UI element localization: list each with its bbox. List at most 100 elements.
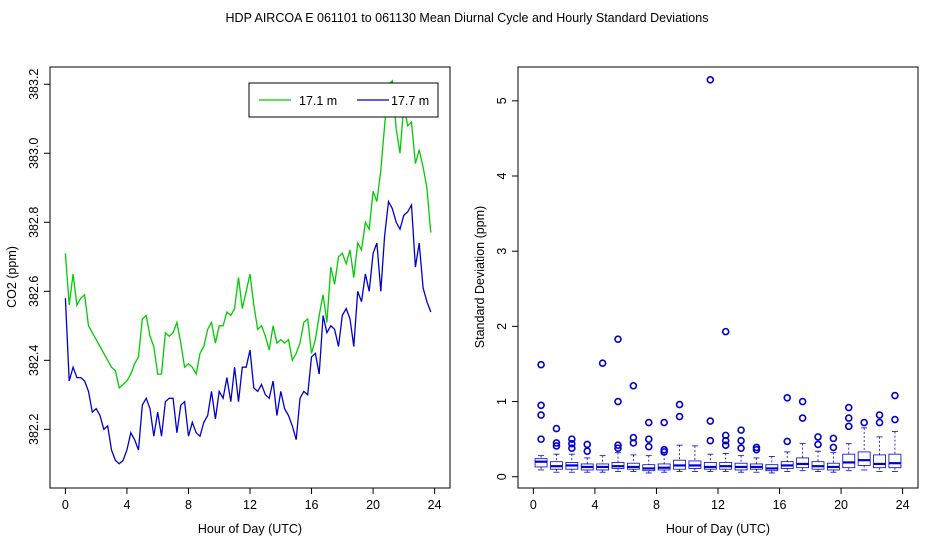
box-hour-3.5: [580, 440, 594, 473]
series-line-17-7-m: [64, 199, 432, 465]
box-hour-11.5: [703, 75, 717, 472]
outlier-point: [614, 335, 622, 343]
outlier-point: [783, 437, 792, 446]
box-hour-4.5: [596, 359, 610, 473]
box-hour-13.5: [734, 426, 748, 473]
box-hour-5.5: [611, 335, 625, 472]
legend-label-17-7m: 17.7 m: [391, 94, 429, 108]
series-line-17-1-m: [64, 79, 432, 390]
outlier-point: [891, 391, 899, 400]
box-hour-8.5: [657, 418, 671, 473]
outlier-point: [798, 414, 807, 422]
x-tick-label: 0: [530, 498, 537, 512]
box-hour-12.5: [719, 327, 733, 472]
x-tick-label: 4: [123, 498, 130, 512]
outlier-point: [614, 444, 622, 452]
outlier-point: [721, 431, 730, 440]
std-x-axis-label: Hour of Day (UTC): [666, 522, 770, 536]
iqr-box: [857, 451, 871, 466]
outlier-point: [568, 444, 576, 452]
y-tick-label: 382.6: [27, 276, 41, 307]
outlier-point: [614, 397, 622, 406]
outlier-point: [829, 434, 838, 443]
outlier-point: [644, 442, 653, 451]
outlier-point: [537, 401, 545, 410]
outlier-point: [537, 435, 545, 443]
outlier-point: [875, 418, 884, 427]
outlier-point: [875, 411, 884, 419]
y-tick-label: 3: [495, 248, 509, 255]
box-hour-2.5: [565, 435, 579, 473]
box-hour-16.5: [780, 393, 794, 472]
outlier-point: [752, 443, 761, 452]
x-tick-label: 20: [834, 498, 848, 512]
outlier-point: [829, 443, 838, 452]
outlier-point: [583, 440, 592, 449]
outlier-point: [891, 415, 899, 424]
y-tick-label: 382.4: [27, 345, 41, 376]
legend: 17.1 m 17.7 m: [248, 82, 439, 118]
x-tick-label: 20: [366, 498, 380, 512]
box-hour-7.5: [642, 418, 656, 474]
iqr-box: [534, 458, 548, 468]
outlier-point: [583, 447, 592, 455]
y-tick-label: 2: [495, 323, 509, 330]
outlier-point: [660, 445, 668, 454]
outlier-point: [737, 426, 745, 434]
co2-diurnal-panel: 0 4 8 12 16 20 24 382.2 382.4 382.6 382.8 383.0 383…: [5, 66, 451, 536]
outlier-point: [721, 441, 730, 449]
box-hour-18.5: [811, 433, 825, 472]
outlier-point: [537, 360, 545, 369]
x-tick-label: 4: [591, 498, 598, 512]
y-tick-label: 1: [495, 398, 509, 405]
outlier-point: [629, 433, 638, 442]
box-hour-19.5: [826, 434, 840, 473]
outlier-point: [644, 435, 653, 443]
y-tick-label: 382.8: [27, 207, 41, 238]
box-hour-17.5: [796, 397, 810, 472]
outlier-point: [798, 397, 807, 406]
outlier-point: [552, 442, 561, 450]
box-hour-20.5: [842, 403, 856, 472]
box-hour-6.5: [626, 381, 640, 472]
outlier-point: [675, 412, 684, 421]
box-hour-22.5: [873, 411, 886, 472]
box-hour-15.5: [765, 456, 779, 474]
box-hour-0.5: [534, 360, 548, 471]
box-hour-9.5: [673, 400, 686, 472]
box-hour-10.5: [688, 445, 702, 472]
co2-x-axis: 0 4 8 12 16 20 24: [62, 487, 442, 512]
std-plot-frame: [517, 66, 919, 489]
outlier-point: [844, 414, 853, 422]
outlier-point: [568, 435, 576, 443]
x-tick-label: 12: [711, 498, 725, 512]
outlier-point: [706, 436, 715, 445]
outlier-point: [706, 75, 715, 84]
co2-x-axis-label: Hour of Day (UTC): [198, 522, 302, 536]
outlier-point: [737, 444, 745, 452]
x-tick-label: 8: [185, 498, 192, 512]
outlier-point: [814, 440, 822, 449]
co2-y-axis-label: CO2 (ppm): [5, 246, 19, 308]
y-tick-label: 5: [495, 97, 509, 104]
iqr-box: [703, 462, 717, 470]
outlier-point: [737, 436, 745, 445]
box-hour-1.5: [550, 424, 563, 473]
outlier-point: [598, 359, 607, 368]
iqr-box: [888, 453, 902, 469]
x-tick-label: 0: [62, 498, 69, 512]
outlier-point: [814, 433, 822, 441]
x-tick-label: 16: [773, 498, 787, 512]
outlier-point: [644, 418, 653, 427]
outlier-point: [721, 327, 730, 336]
x-tick-label: 24: [896, 498, 910, 512]
outlier-point: [629, 381, 638, 390]
co2-series-group: [64, 79, 432, 465]
y-tick-label: 383.0: [27, 138, 41, 169]
outlier-point: [675, 400, 684, 409]
outlier-point: [860, 418, 868, 427]
std-boxes-group: [534, 75, 902, 474]
box-hour-23.5: [888, 391, 902, 472]
y-tick-label: 4: [495, 172, 509, 179]
